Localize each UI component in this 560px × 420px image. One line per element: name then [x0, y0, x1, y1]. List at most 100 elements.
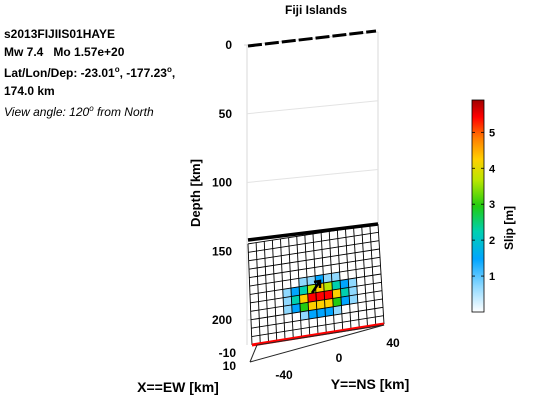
slip-cell	[325, 315, 335, 325]
slip-cell	[374, 307, 384, 317]
view-angle-line: View angle: 120o from North	[4, 104, 154, 119]
slip-cell	[273, 264, 282, 274]
ew-ns-corner-line	[249, 324, 385, 363]
slip-cell	[349, 294, 358, 305]
ew-tick-label: -10	[219, 346, 237, 360]
depth-tick-labels: 0 50 100 150 200	[212, 38, 232, 327]
slip-cell	[329, 230, 338, 240]
slip-cell	[330, 255, 340, 265]
slip-cell	[281, 254, 290, 265]
fault-grid-line	[248, 240, 380, 262]
slip-cell	[358, 309, 368, 320]
slip-cell	[272, 247, 282, 257]
slip-cell	[282, 279, 291, 290]
slip-cell	[373, 290, 383, 301]
slip-cell	[321, 231, 330, 242]
slip-cell	[251, 326, 260, 337]
slip-cell	[273, 255, 282, 266]
slip-cell	[340, 295, 350, 306]
slip-cell	[306, 267, 316, 278]
slip-cell	[281, 262, 291, 273]
slip-cell	[259, 317, 268, 327]
ns-tick-label: 0	[336, 351, 343, 365]
fault-grid-line	[249, 256, 381, 279]
slip-cell	[250, 293, 259, 303]
slip-cell	[298, 268, 307, 279]
slip-cell	[292, 311, 301, 322]
slip-cell	[330, 246, 339, 257]
slip-cell	[363, 250, 372, 260]
depth-tick-label: 200	[212, 313, 232, 327]
depth-line: 174.0 km	[4, 84, 55, 98]
slip-cell	[348, 277, 357, 288]
slip-cell	[296, 235, 306, 245]
slip-cell	[340, 287, 350, 298]
slip-cell	[290, 286, 300, 297]
slip-cell	[338, 245, 347, 256]
slip-cell	[267, 315, 277, 326]
slip-cell	[267, 307, 276, 318]
slip-cell	[364, 266, 373, 277]
slip-cell	[372, 274, 382, 284]
slip-cell	[361, 225, 371, 235]
slip-cell	[282, 288, 292, 298]
fault-grid-line	[251, 315, 384, 338]
slip-cell	[362, 233, 371, 244]
ns-tick-label: -40	[275, 368, 293, 382]
slip-cell	[282, 271, 291, 281]
slip-cell	[345, 227, 355, 238]
slip-cell	[315, 291, 325, 301]
slip-cell	[371, 249, 380, 259]
slip-cell	[354, 234, 363, 245]
slip-cell	[332, 297, 342, 307]
depth-axis-label: Depth [km]	[188, 159, 203, 227]
slip-cell	[248, 259, 258, 270]
slip-cell	[341, 304, 351, 314]
fault-grid-line	[248, 231, 379, 253]
slip-cell	[267, 324, 277, 334]
slip-cell	[266, 299, 276, 309]
slip-cell	[290, 278, 300, 289]
colorbar-tick-label: 5	[489, 127, 495, 139]
slip-cell	[248, 242, 257, 253]
ns-tick-label: 40	[386, 336, 400, 350]
slip-cell	[331, 280, 341, 291]
slip-cell	[323, 281, 333, 292]
slip-cell	[366, 308, 376, 319]
slip-cell	[323, 273, 332, 283]
slip-cell	[324, 306, 334, 317]
depth-tick-label: 100	[212, 176, 232, 190]
slip-cell	[362, 241, 372, 252]
slip-cell	[337, 237, 347, 247]
slip-cell	[345, 236, 355, 246]
slip-cell	[257, 275, 267, 285]
slip-cell	[308, 317, 318, 328]
slip-cell	[307, 292, 317, 303]
slip-cell	[324, 298, 334, 309]
slip-cell	[250, 301, 259, 312]
slip-cell	[305, 242, 314, 252]
fault-grid-line	[250, 290, 383, 312]
slip-cell	[331, 263, 340, 274]
slip-cell	[373, 282, 382, 292]
slip-cell	[314, 257, 323, 268]
colorbar-label: Slip [m]	[502, 206, 516, 250]
slip-cell	[257, 283, 267, 294]
slip-cell	[357, 301, 367, 312]
slip-cell	[266, 290, 275, 301]
ew-tick-label: 10	[223, 359, 237, 373]
slip-cell	[355, 259, 365, 270]
slip-cell	[346, 252, 356, 263]
slip-cell	[288, 236, 298, 247]
slip-cell	[264, 240, 273, 250]
slip-cell	[297, 243, 306, 254]
slip-cell	[265, 273, 275, 284]
colorbar	[471, 99, 485, 313]
slip-cell	[291, 295, 300, 305]
slip-cell	[372, 265, 381, 276]
slip-cell	[297, 251, 307, 262]
slip-cell	[314, 266, 324, 276]
slip-cell	[306, 259, 315, 269]
slip-cell	[322, 264, 332, 275]
